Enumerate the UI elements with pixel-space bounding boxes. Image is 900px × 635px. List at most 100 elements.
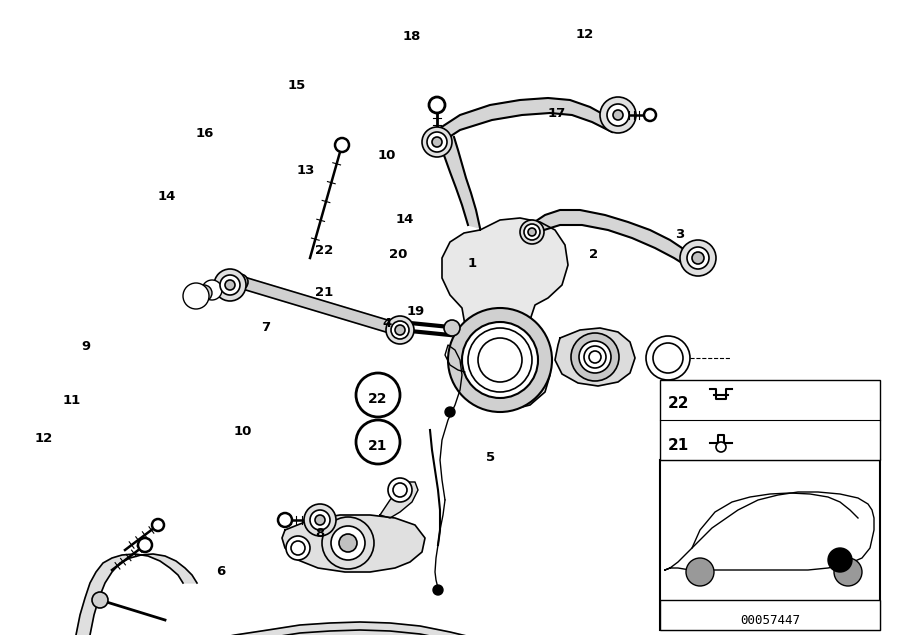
Circle shape <box>432 137 442 147</box>
Circle shape <box>448 308 552 412</box>
Circle shape <box>716 442 726 452</box>
Circle shape <box>322 517 374 569</box>
Circle shape <box>828 548 852 572</box>
Circle shape <box>356 373 400 417</box>
Circle shape <box>202 280 222 300</box>
Polygon shape <box>282 515 425 572</box>
Bar <box>660 460 880 630</box>
Circle shape <box>152 519 164 531</box>
Text: 12: 12 <box>34 432 52 444</box>
Circle shape <box>232 274 248 290</box>
Circle shape <box>571 333 619 381</box>
Circle shape <box>429 97 445 113</box>
Text: 20: 20 <box>389 248 407 260</box>
Text: 13: 13 <box>297 164 315 177</box>
Circle shape <box>214 269 246 301</box>
Circle shape <box>386 316 414 344</box>
Circle shape <box>600 97 636 133</box>
Circle shape <box>391 321 409 339</box>
Circle shape <box>686 558 714 586</box>
Circle shape <box>687 247 709 269</box>
Circle shape <box>644 109 656 121</box>
Circle shape <box>427 132 447 152</box>
Circle shape <box>138 538 152 552</box>
Circle shape <box>422 127 452 157</box>
Text: 16: 16 <box>196 127 214 140</box>
Bar <box>660 600 880 630</box>
Text: 21: 21 <box>368 439 388 453</box>
Text: 17: 17 <box>547 107 565 119</box>
Circle shape <box>310 510 330 530</box>
Text: 21: 21 <box>668 438 689 453</box>
Text: 10: 10 <box>234 425 252 438</box>
Circle shape <box>315 515 325 525</box>
Circle shape <box>584 346 606 368</box>
Circle shape <box>445 407 455 417</box>
Circle shape <box>220 275 240 295</box>
Text: 2: 2 <box>590 248 598 260</box>
Circle shape <box>520 220 544 244</box>
Text: 14: 14 <box>396 213 414 225</box>
Text: 00057447: 00057447 <box>740 613 800 627</box>
Circle shape <box>335 138 349 152</box>
Circle shape <box>444 320 460 336</box>
Circle shape <box>433 585 443 595</box>
Text: 14: 14 <box>158 190 176 203</box>
Circle shape <box>339 534 357 552</box>
Circle shape <box>393 483 407 497</box>
Circle shape <box>286 536 310 560</box>
Polygon shape <box>442 218 568 410</box>
Text: 9: 9 <box>81 340 90 352</box>
Circle shape <box>278 513 292 527</box>
Circle shape <box>468 328 532 392</box>
Bar <box>660 380 880 460</box>
Circle shape <box>613 110 623 120</box>
Circle shape <box>528 228 536 236</box>
Circle shape <box>478 338 522 382</box>
Circle shape <box>331 526 365 560</box>
Circle shape <box>356 420 400 464</box>
Circle shape <box>183 283 209 309</box>
Polygon shape <box>665 492 874 570</box>
Text: 5: 5 <box>486 451 495 464</box>
Text: 6: 6 <box>216 565 225 578</box>
Circle shape <box>834 558 862 586</box>
Circle shape <box>646 336 690 380</box>
Polygon shape <box>436 132 480 228</box>
Circle shape <box>388 478 412 502</box>
Circle shape <box>653 343 683 373</box>
Circle shape <box>92 592 108 608</box>
Text: 22: 22 <box>368 392 388 406</box>
Circle shape <box>579 341 611 373</box>
Text: 22: 22 <box>315 244 333 257</box>
Polygon shape <box>238 276 401 336</box>
Circle shape <box>680 240 716 276</box>
Text: 11: 11 <box>63 394 81 406</box>
Circle shape <box>291 541 305 555</box>
Text: 10: 10 <box>378 149 396 162</box>
Text: 1: 1 <box>468 257 477 270</box>
Text: 21: 21 <box>315 286 333 298</box>
Polygon shape <box>555 328 635 386</box>
Polygon shape <box>380 482 418 518</box>
Text: 12: 12 <box>576 29 594 41</box>
Text: 8: 8 <box>315 527 324 540</box>
Text: 7: 7 <box>261 321 270 333</box>
Polygon shape <box>68 554 197 635</box>
Circle shape <box>462 322 538 398</box>
Text: 22: 22 <box>668 396 689 410</box>
Circle shape <box>304 504 336 536</box>
Polygon shape <box>80 622 510 635</box>
Polygon shape <box>437 98 612 145</box>
Circle shape <box>524 224 540 240</box>
Polygon shape <box>528 210 690 268</box>
Circle shape <box>196 285 212 301</box>
Text: 18: 18 <box>403 30 421 43</box>
Circle shape <box>225 280 235 290</box>
Circle shape <box>692 252 704 264</box>
Circle shape <box>607 104 629 126</box>
Text: 15: 15 <box>288 79 306 92</box>
Text: 3: 3 <box>675 229 684 241</box>
Text: 4: 4 <box>382 318 392 330</box>
Text: 19: 19 <box>407 305 425 318</box>
